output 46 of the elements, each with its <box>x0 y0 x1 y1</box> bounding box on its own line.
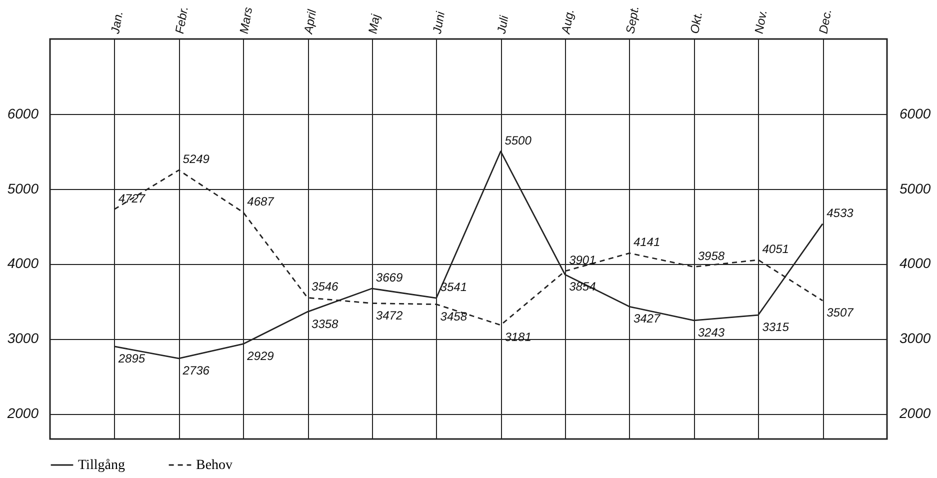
y2-tick-label: 4000 <box>900 255 931 272</box>
data-label: 2929 <box>246 348 274 363</box>
y-tick-label: 4000 <box>7 255 39 272</box>
x-tick-label: Dec. <box>816 8 834 35</box>
data-label: 4687 <box>247 194 276 208</box>
data-label: 3427 <box>633 312 662 326</box>
data-label: 3958 <box>698 248 725 263</box>
data-label: 3458 <box>440 309 468 324</box>
data-label: 3315 <box>762 320 790 334</box>
y2-tick-label: 5000 <box>900 180 931 196</box>
legend-label: Tillgång <box>78 458 125 473</box>
data-label: 3507 <box>826 306 855 320</box>
data-label: 3358 <box>312 316 339 331</box>
data-label: 2736 <box>182 363 210 378</box>
data-label: 3901 <box>569 253 596 268</box>
y2-tick-label: 2000 <box>898 405 931 422</box>
x-tick-label: Maj <box>366 12 383 35</box>
y-tick-label: 2000 <box>6 405 39 422</box>
y-tick-label: 5000 <box>7 180 39 196</box>
x-tick-label: Juli <box>494 14 512 36</box>
data-label: 3669 <box>376 270 403 285</box>
legend-label: Behov <box>196 458 233 473</box>
y2-tick-label: 6000 <box>900 105 931 122</box>
y2-tick-label: 3000 <box>900 330 931 346</box>
x-tick-label: Sept. <box>623 4 642 35</box>
data-label: 4051 <box>762 242 789 256</box>
data-label: 2895 <box>117 351 146 366</box>
data-label: 3243 <box>698 325 725 340</box>
x-tick-label: Juni <box>430 10 448 36</box>
data-label: 5500 <box>504 133 532 148</box>
x-tick-label: Jan. <box>108 10 126 36</box>
data-label: 4533 <box>826 206 854 220</box>
x-tick-label: Aug. <box>558 8 577 36</box>
data-label: 5249 <box>182 152 210 166</box>
data-label: 3472 <box>376 308 403 322</box>
x-tick-label: Febr. <box>172 5 191 35</box>
x-tick-label: Mars <box>236 6 256 35</box>
data-label: 3546 <box>312 280 339 294</box>
data-label: 3541 <box>440 280 468 294</box>
x-tick-label: April <box>300 8 320 36</box>
data-label: 4727 <box>118 191 146 206</box>
y-tick-label: 3000 <box>7 330 39 346</box>
x-tick-label: Okt. <box>687 10 706 35</box>
y-tick-label: 6000 <box>7 105 39 122</box>
data-label: 4141 <box>633 235 660 250</box>
x-tick-label: Nov. <box>752 8 770 35</box>
